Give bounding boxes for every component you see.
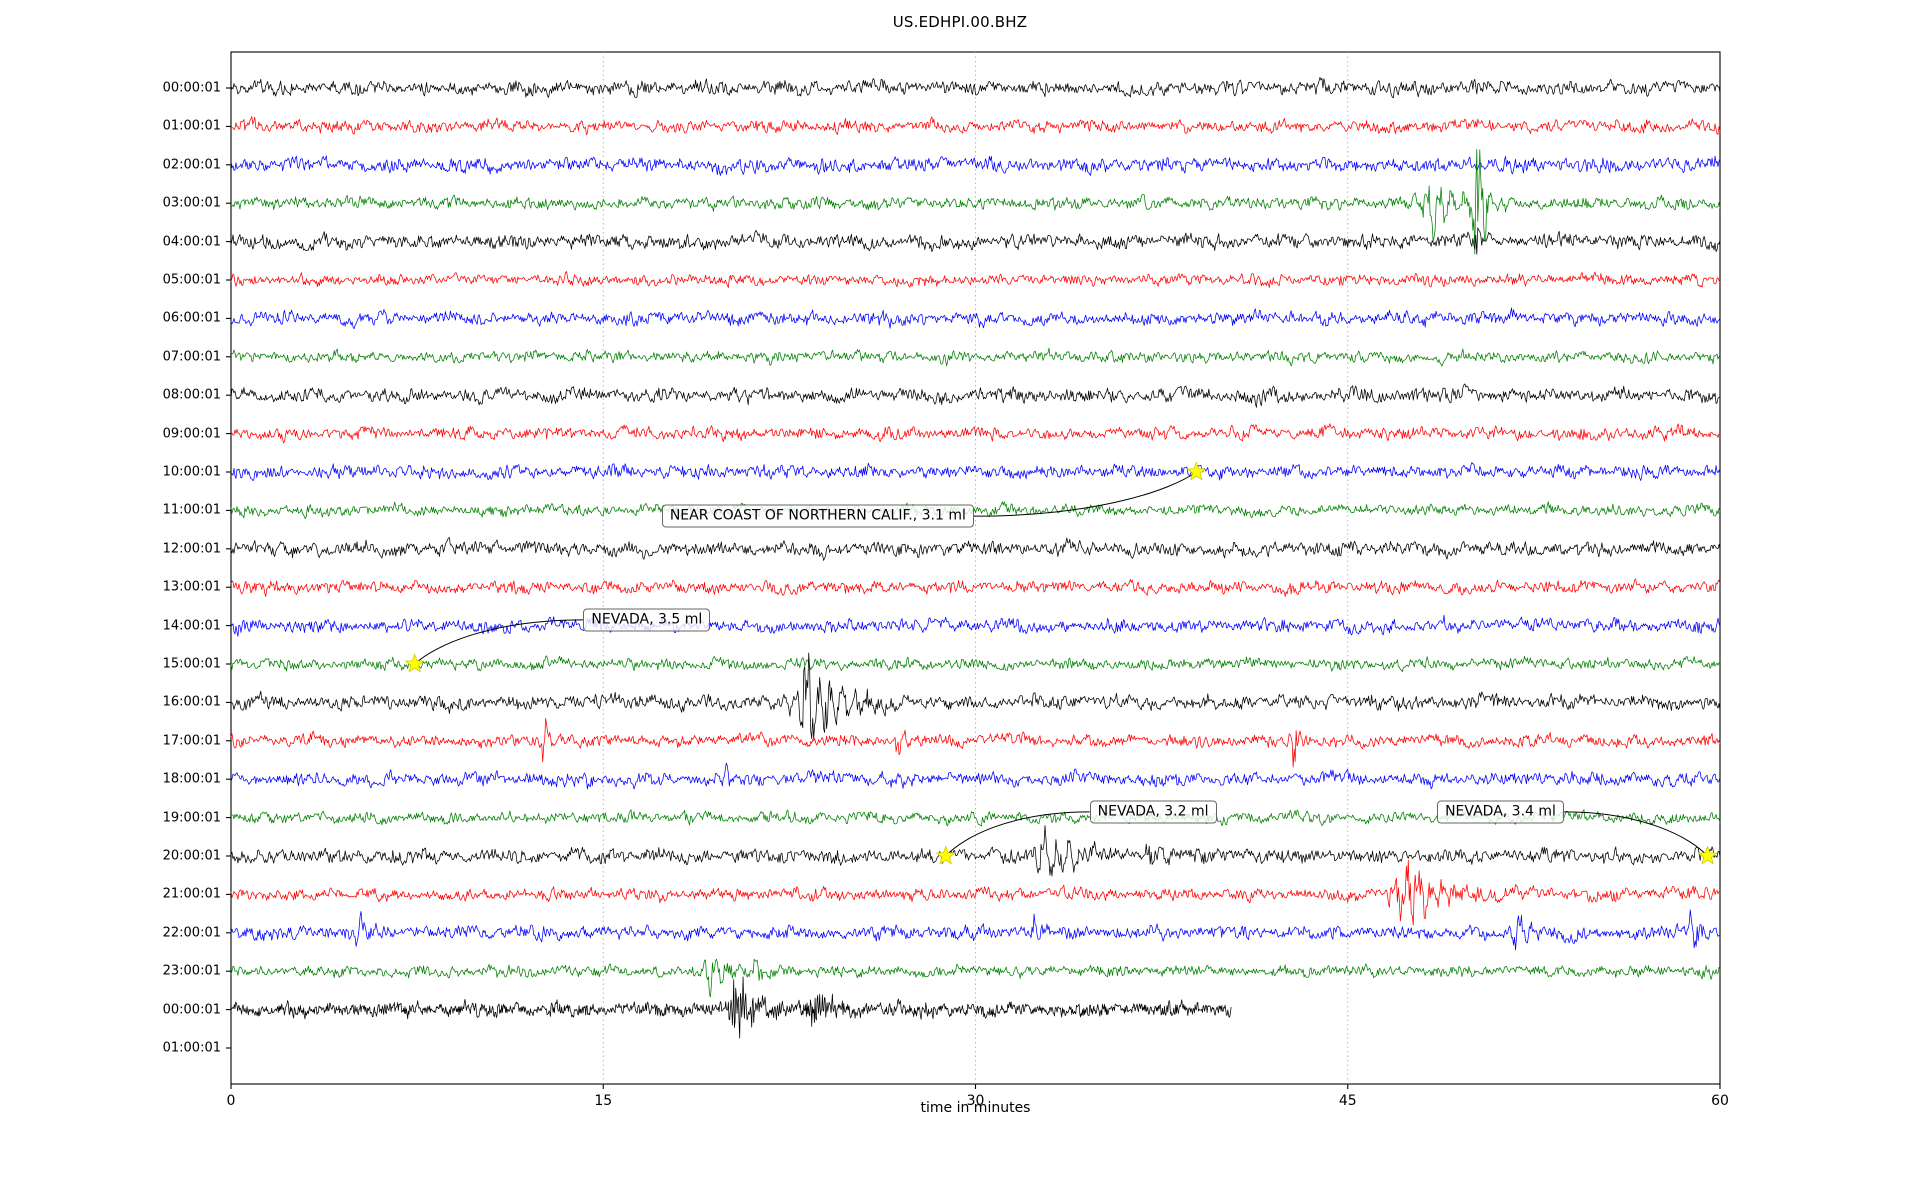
y-tick-label: 13:00:01 xyxy=(162,579,221,595)
earthquake-annotation-label: NEVADA, 3.2 ml xyxy=(1089,800,1217,824)
seismic-trace xyxy=(230,762,1721,790)
annotation-leader-line xyxy=(1563,811,1708,857)
y-tick-label: 10:00:01 xyxy=(162,464,221,480)
seismic-trace xyxy=(230,909,1721,951)
earthquake-star-marker xyxy=(404,653,425,673)
annotation-leader-line xyxy=(973,471,1197,517)
y-tick-label: 18:00:01 xyxy=(162,771,221,787)
y-tick-label: 19:00:01 xyxy=(162,810,221,826)
y-tick-label: 06:00:01 xyxy=(162,310,221,326)
x-axis-label: time in minutes xyxy=(920,1100,1031,1116)
y-tick-label: 23:00:01 xyxy=(162,963,221,979)
earthquake-star-marker xyxy=(935,845,956,865)
y-tick-label: 01:00:01 xyxy=(162,1040,221,1056)
y-tick-label: 00:00:01 xyxy=(162,1002,221,1018)
y-tick-label: 11:00:01 xyxy=(162,502,221,518)
earthquake-star-marker xyxy=(1697,845,1718,865)
x-tick-label: 60 xyxy=(1711,1093,1729,1109)
earthquake-star-marker xyxy=(1186,461,1207,481)
seismic-trace xyxy=(230,860,1721,926)
seismic-trace xyxy=(230,501,1721,519)
seismic-trace xyxy=(230,825,1721,877)
seismic-trace xyxy=(230,958,1721,998)
y-tick-label: 20:00:01 xyxy=(162,848,221,864)
y-tick-label: 12:00:01 xyxy=(162,541,221,557)
earthquake-annotation-label: NEAR COAST OF NORTHERN CALIF., 3.1 ml xyxy=(661,504,974,528)
y-tick-label: 16:00:01 xyxy=(162,694,221,710)
seismic-trace xyxy=(230,423,1721,444)
seismic-trace xyxy=(230,307,1721,330)
seismic-trace xyxy=(230,717,1721,768)
earthquake-annotation-label: NEVADA, 3.4 ml xyxy=(1437,800,1564,824)
seismic-trace xyxy=(230,271,1721,289)
seismic-trace xyxy=(230,655,1721,673)
seismic-trace xyxy=(230,537,1721,561)
y-tick-label: 17:00:01 xyxy=(162,733,221,749)
seismic-trace xyxy=(230,155,1721,176)
annotation-leader-line xyxy=(414,619,584,665)
y-tick-label: 15:00:01 xyxy=(162,656,221,672)
earthquake-annotation-label: NEVADA, 3.5 ml xyxy=(583,608,711,632)
seismic-trace xyxy=(230,227,1721,255)
seismic-trace xyxy=(230,347,1721,367)
x-tick-label: 0 xyxy=(226,1093,236,1109)
seismic-trace xyxy=(230,383,1721,408)
y-tick-label: 22:00:01 xyxy=(162,925,221,941)
y-tick-label: 07:00:01 xyxy=(162,349,221,365)
page-title: US.EDHPI.00.BHZ xyxy=(892,13,1028,31)
seismic-trace xyxy=(230,116,1721,136)
y-tick-label: 14:00:01 xyxy=(162,618,221,634)
y-tick-label: 02:00:01 xyxy=(162,157,221,173)
annotation-leader-line xyxy=(945,811,1090,857)
y-tick-label: 21:00:01 xyxy=(162,886,221,902)
seismic-trace xyxy=(230,76,1721,99)
seismic-trace xyxy=(230,614,1721,637)
seismic-trace xyxy=(230,148,1721,255)
y-tick-label: 01:00:01 xyxy=(162,118,221,134)
y-tick-label: 09:00:01 xyxy=(162,426,221,442)
seismic-trace xyxy=(230,976,1232,1039)
y-tick-label: 03:00:01 xyxy=(162,195,221,211)
x-tick-label: 30 xyxy=(966,1093,985,1109)
seismic-trace xyxy=(230,578,1721,597)
y-tick-label: 04:00:01 xyxy=(162,234,221,250)
x-tick-label: 45 xyxy=(1338,1093,1357,1109)
y-tick-label: 05:00:01 xyxy=(162,272,221,288)
seismic-trace xyxy=(230,462,1721,481)
y-tick-label: 08:00:01 xyxy=(162,387,221,403)
y-tick-label: 00:00:01 xyxy=(162,80,221,96)
x-tick-label: 15 xyxy=(594,1093,613,1109)
seismic-trace xyxy=(230,652,1721,740)
